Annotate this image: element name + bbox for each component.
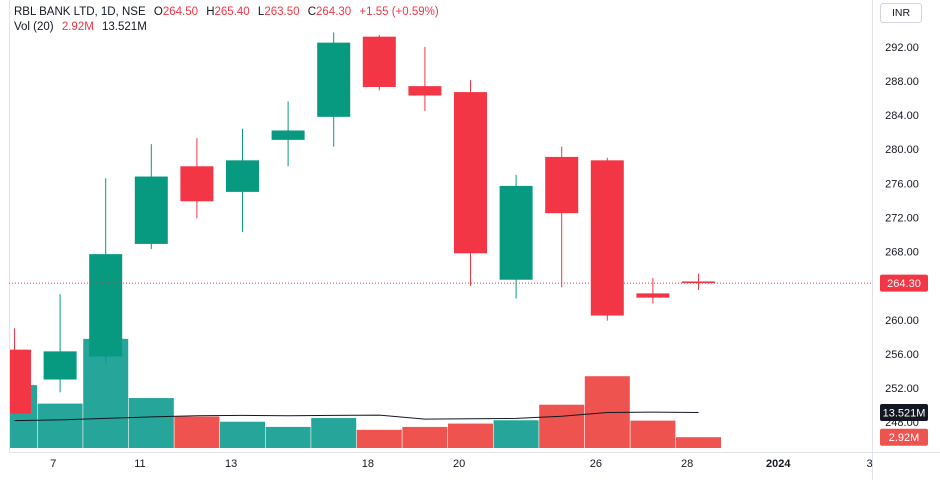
candle bbox=[590, 157, 624, 321]
time-tick-label: 18 bbox=[362, 458, 374, 470]
candle bbox=[89, 178, 123, 364]
candle-body bbox=[89, 254, 123, 357]
change-value: +1.55 (+0.59%) bbox=[359, 6, 439, 18]
volume-ma-value: 13.521M bbox=[102, 21, 147, 33]
last-price-badge: 264.30 bbox=[880, 274, 928, 292]
price-tick-label: 256.00 bbox=[885, 349, 919, 361]
last-volume-badge-bg bbox=[880, 428, 928, 446]
candle bbox=[226, 128, 259, 232]
ohlc-legend-row: RBL BANK LTD, 1D, NSE O264.50 H265.40 L2… bbox=[14, 5, 439, 20]
candle-body bbox=[408, 86, 442, 96]
candle-body bbox=[180, 166, 214, 202]
volume-bar bbox=[539, 404, 585, 448]
last-volume-badge-text: 2.92M bbox=[889, 432, 920, 444]
close-value: 264.30 bbox=[316, 6, 352, 18]
symbol-title[interactable]: RBL BANK LTD, 1D, NSE bbox=[14, 6, 146, 18]
chart-legend: RBL BANK LTD, 1D, NSE O264.50 H265.40 L2… bbox=[14, 5, 439, 35]
candle-body bbox=[590, 160, 624, 316]
candle-body bbox=[10, 349, 31, 414]
volume-bar bbox=[128, 398, 174, 448]
candle-body bbox=[499, 185, 533, 280]
volume-ma-line bbox=[14, 411, 699, 422]
volume-value: 2.92M bbox=[61, 21, 94, 33]
candle bbox=[545, 146, 579, 288]
time-tick-label: 13 bbox=[225, 458, 237, 470]
candle-body bbox=[362, 36, 396, 87]
price-tick-label: 268.00 bbox=[885, 247, 919, 259]
time-axis[interactable]: 7 11 13 18 20 26 28 2024 3 bbox=[50, 458, 872, 470]
volume-bar bbox=[676, 437, 721, 448]
price-tick-label: 284.00 bbox=[885, 110, 919, 122]
last-price-badge-bg bbox=[880, 274, 928, 292]
time-tick-label: 2024 bbox=[766, 458, 791, 470]
price-tick-label: 276.00 bbox=[885, 178, 919, 190]
volume-study-label[interactable]: Vol (20) bbox=[14, 21, 54, 33]
currency-button[interactable]: INR bbox=[880, 3, 922, 23]
volume-bar bbox=[220, 421, 265, 448]
candle-body bbox=[454, 92, 487, 254]
price-tick-label: 272.00 bbox=[885, 212, 919, 224]
candle bbox=[499, 174, 533, 299]
candle bbox=[271, 101, 305, 167]
volume-ma-badge-text: 13.521M bbox=[883, 407, 926, 419]
high-key: H bbox=[206, 6, 215, 18]
time-tick-label: 26 bbox=[590, 458, 602, 470]
time-tick-label: 20 bbox=[453, 458, 465, 470]
last-price-badge-text: 264.30 bbox=[887, 278, 921, 290]
candle-body bbox=[226, 160, 259, 192]
candle-body bbox=[43, 351, 77, 380]
volume-ma-badge-bg bbox=[880, 403, 928, 421]
time-tick-label: 11 bbox=[134, 458, 145, 470]
candle-body bbox=[636, 293, 670, 298]
candle-body bbox=[134, 176, 168, 244]
candle bbox=[682, 273, 715, 290]
price-tick-label: 292.00 bbox=[885, 42, 919, 54]
price-tick-label: 252.00 bbox=[885, 383, 919, 395]
volume-legend-row: Vol (20) 2.92M 13.521M bbox=[14, 20, 439, 35]
last-volume-badge: 2.92M bbox=[880, 428, 928, 446]
price-tick-label: 260.00 bbox=[885, 315, 919, 327]
time-tick-label: 7 bbox=[50, 458, 56, 470]
candle-body bbox=[317, 42, 351, 117]
candle bbox=[180, 138, 214, 219]
candle bbox=[43, 294, 77, 393]
high-value: 265.40 bbox=[214, 6, 250, 18]
candle bbox=[454, 80, 487, 286]
time-tick-label: 3 bbox=[866, 458, 872, 470]
price-axis[interactable]: 248.00252.00256.00260.00264.00268.00272.… bbox=[880, 8, 928, 446]
candle bbox=[636, 278, 670, 304]
open-key: O bbox=[153, 6, 163, 18]
volume-ma-badge: 13.521M bbox=[880, 403, 928, 421]
candle-body bbox=[545, 156, 579, 214]
volume-bar bbox=[448, 423, 493, 448]
volume-bar bbox=[265, 426, 311, 448]
candles bbox=[10, 32, 715, 414]
volume-ma-path bbox=[14, 411, 699, 422]
volume-bar bbox=[356, 429, 402, 448]
time-tick-label: 28 bbox=[681, 458, 693, 470]
candle bbox=[10, 328, 31, 414]
candle bbox=[408, 46, 442, 111]
candle bbox=[317, 32, 351, 147]
candle bbox=[134, 144, 168, 250]
open-value: 264.50 bbox=[162, 6, 198, 18]
volume-bar bbox=[493, 420, 539, 448]
close-key: C bbox=[307, 6, 317, 18]
volume-bars bbox=[10, 338, 721, 448]
price-tick-label: 280.00 bbox=[885, 144, 919, 156]
volume-bar bbox=[174, 416, 220, 448]
chart-borders bbox=[9, 0, 940, 480]
low-value: 263.50 bbox=[264, 6, 300, 18]
volume-bar bbox=[402, 426, 448, 448]
candle bbox=[362, 34, 396, 91]
candle-body bbox=[271, 130, 305, 140]
volume-bar bbox=[630, 420, 676, 448]
low-key: L bbox=[257, 6, 265, 18]
candle-body bbox=[682, 281, 715, 284]
volume-bar bbox=[37, 403, 83, 448]
price-tick-label: 288.00 bbox=[885, 76, 919, 88]
volume-bar bbox=[311, 418, 357, 448]
